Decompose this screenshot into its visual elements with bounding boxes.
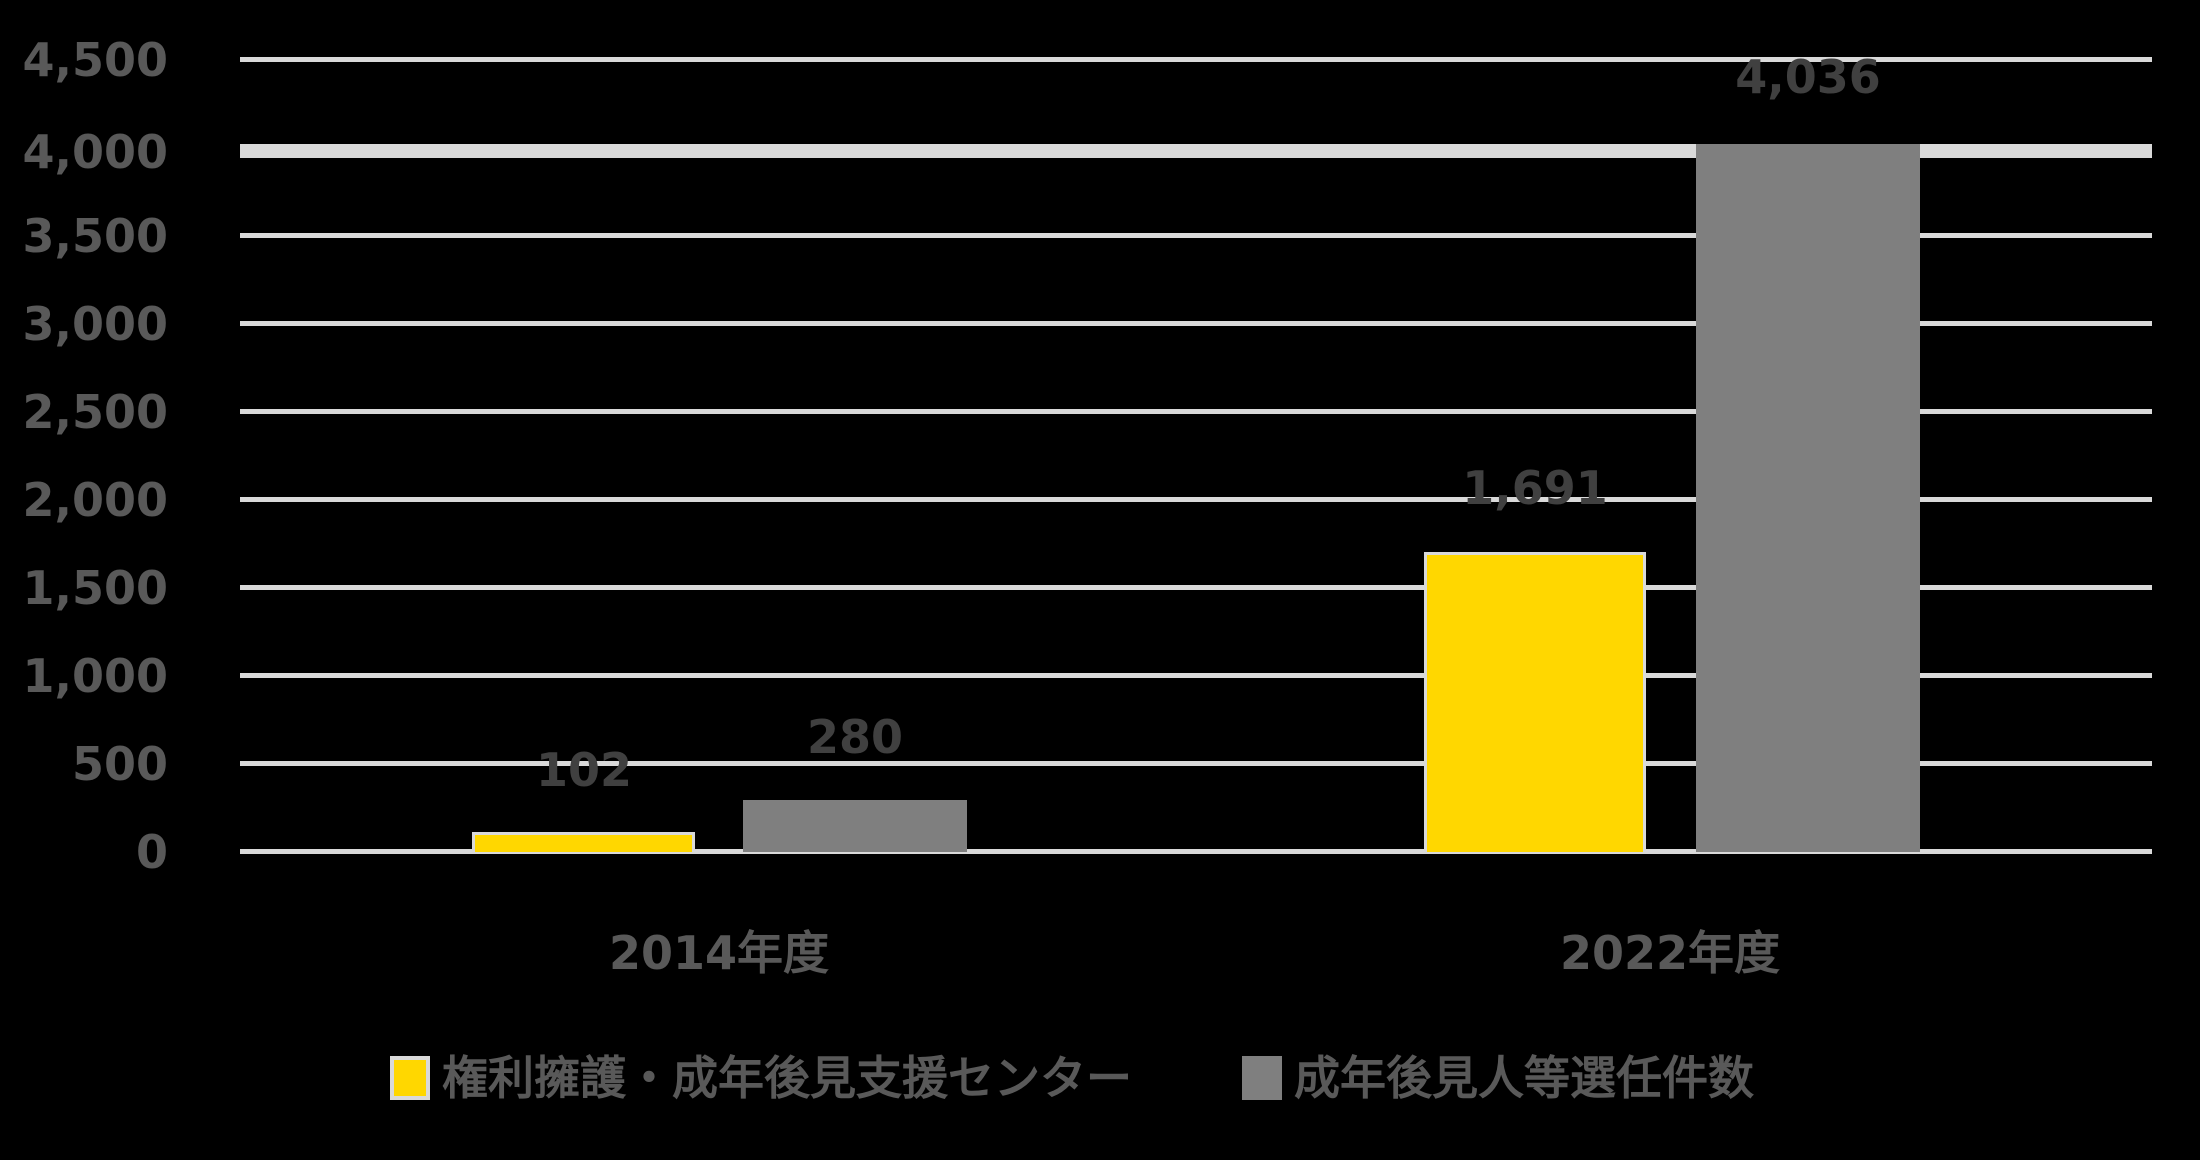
y-tick-label: 3,000 — [22, 297, 168, 351]
x-tick-label: 2014年度 — [608, 926, 830, 980]
y-tick-label: 4,000 — [22, 125, 168, 179]
gridline — [240, 761, 2152, 766]
gridline — [240, 233, 2152, 238]
gridline — [240, 497, 2152, 502]
bar-2014-series-2 — [743, 800, 967, 852]
data-label: 280 — [806, 710, 904, 764]
y-tick-label: 4,500 — [22, 33, 168, 87]
gridline — [240, 144, 2152, 158]
legend-item-series-2: 成年後見人等選任件数 — [1242, 1050, 1754, 1106]
legend-label: 権利擁護・成年後見支援センター — [442, 1051, 1132, 1105]
y-tick-label: 2,500 — [22, 385, 168, 439]
gridline — [240, 409, 2152, 414]
legend-swatch-yellow — [390, 1056, 430, 1100]
x-tick-label: 2022年度 — [1559, 926, 1781, 980]
gridline — [240, 321, 2152, 326]
gridline — [240, 57, 2152, 62]
legend: 権利擁護・成年後見支援センター 成年後見人等選任件数 — [390, 1050, 1864, 1106]
gridline — [240, 849, 2152, 854]
y-tick-label: 3,500 — [22, 209, 168, 263]
data-label: 1,691 — [1462, 461, 1608, 515]
y-tick-label: 500 — [71, 737, 168, 791]
gridline — [240, 585, 2152, 590]
bar-2022-series-1 — [1424, 552, 1646, 852]
y-tick-label: 1,000 — [22, 649, 168, 703]
legend-label: 成年後見人等選任件数 — [1294, 1051, 1754, 1105]
y-tick-label: 2,000 — [22, 473, 168, 527]
bar-2022-series-2 — [1696, 144, 1920, 852]
legend-item-series-1: 権利擁護・成年後見支援センター — [390, 1050, 1132, 1106]
data-label: 4,036 — [1735, 50, 1881, 104]
legend-swatch-gray — [1242, 1056, 1282, 1100]
y-tick-label: 1,500 — [22, 561, 168, 615]
data-label: 102 — [535, 743, 633, 797]
y-tick-label: 0 — [135, 825, 168, 879]
bar-2014-series-1 — [472, 832, 695, 852]
gridline — [240, 673, 2152, 678]
